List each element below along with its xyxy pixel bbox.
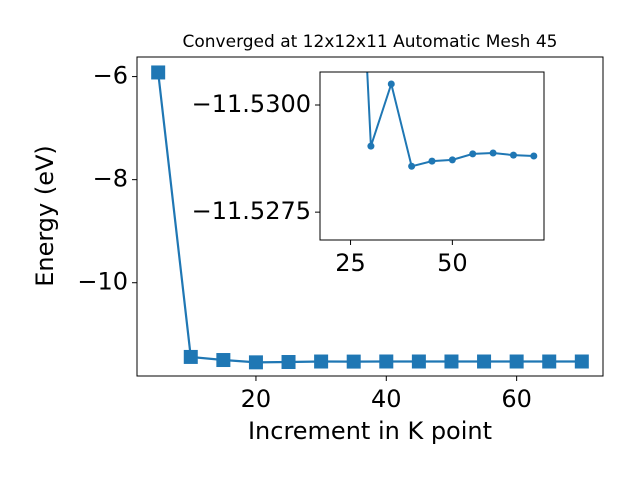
y-tick-label: −10 xyxy=(77,268,128,296)
marker xyxy=(477,354,492,369)
plot-area xyxy=(366,72,538,170)
marker xyxy=(469,150,477,158)
y-tick-label: −11.5300 xyxy=(192,90,311,118)
marker xyxy=(411,354,426,369)
marker xyxy=(489,149,497,157)
y-tick-label: −11.5275 xyxy=(192,197,311,225)
x-tick-label: 60 xyxy=(501,385,532,413)
chart-title: Converged at 12x12x11 Automatic Mesh 45 xyxy=(183,32,558,52)
marker xyxy=(509,151,517,159)
plot-background xyxy=(320,72,544,240)
x-tick-label: 50 xyxy=(437,249,468,277)
y-tick-label: −6 xyxy=(93,62,128,90)
x-tick-label: 20 xyxy=(241,385,272,413)
x-axis-label: Increment in K point xyxy=(248,417,492,445)
marker xyxy=(248,355,263,370)
plot-frame xyxy=(136,56,604,377)
marker xyxy=(542,354,557,369)
marker xyxy=(367,142,375,150)
marker xyxy=(346,354,361,369)
marker xyxy=(216,353,231,368)
marker xyxy=(387,80,395,88)
marker xyxy=(530,152,538,160)
marker xyxy=(428,157,436,165)
y-axis-label: Energy (eV) xyxy=(31,145,59,287)
y-tick-label: −8 xyxy=(93,165,128,193)
x-tick-label: 25 xyxy=(335,249,366,277)
marker xyxy=(379,354,394,369)
marker xyxy=(509,354,524,369)
marker xyxy=(183,349,198,364)
plot-area xyxy=(151,65,589,370)
marker xyxy=(574,354,589,369)
marker xyxy=(314,354,329,369)
marker xyxy=(448,156,456,164)
marker xyxy=(408,162,416,170)
x-tick-label: 40 xyxy=(371,385,402,413)
marker xyxy=(151,65,166,80)
marker xyxy=(444,354,459,369)
marker xyxy=(281,355,296,370)
plot-frame xyxy=(319,71,545,241)
